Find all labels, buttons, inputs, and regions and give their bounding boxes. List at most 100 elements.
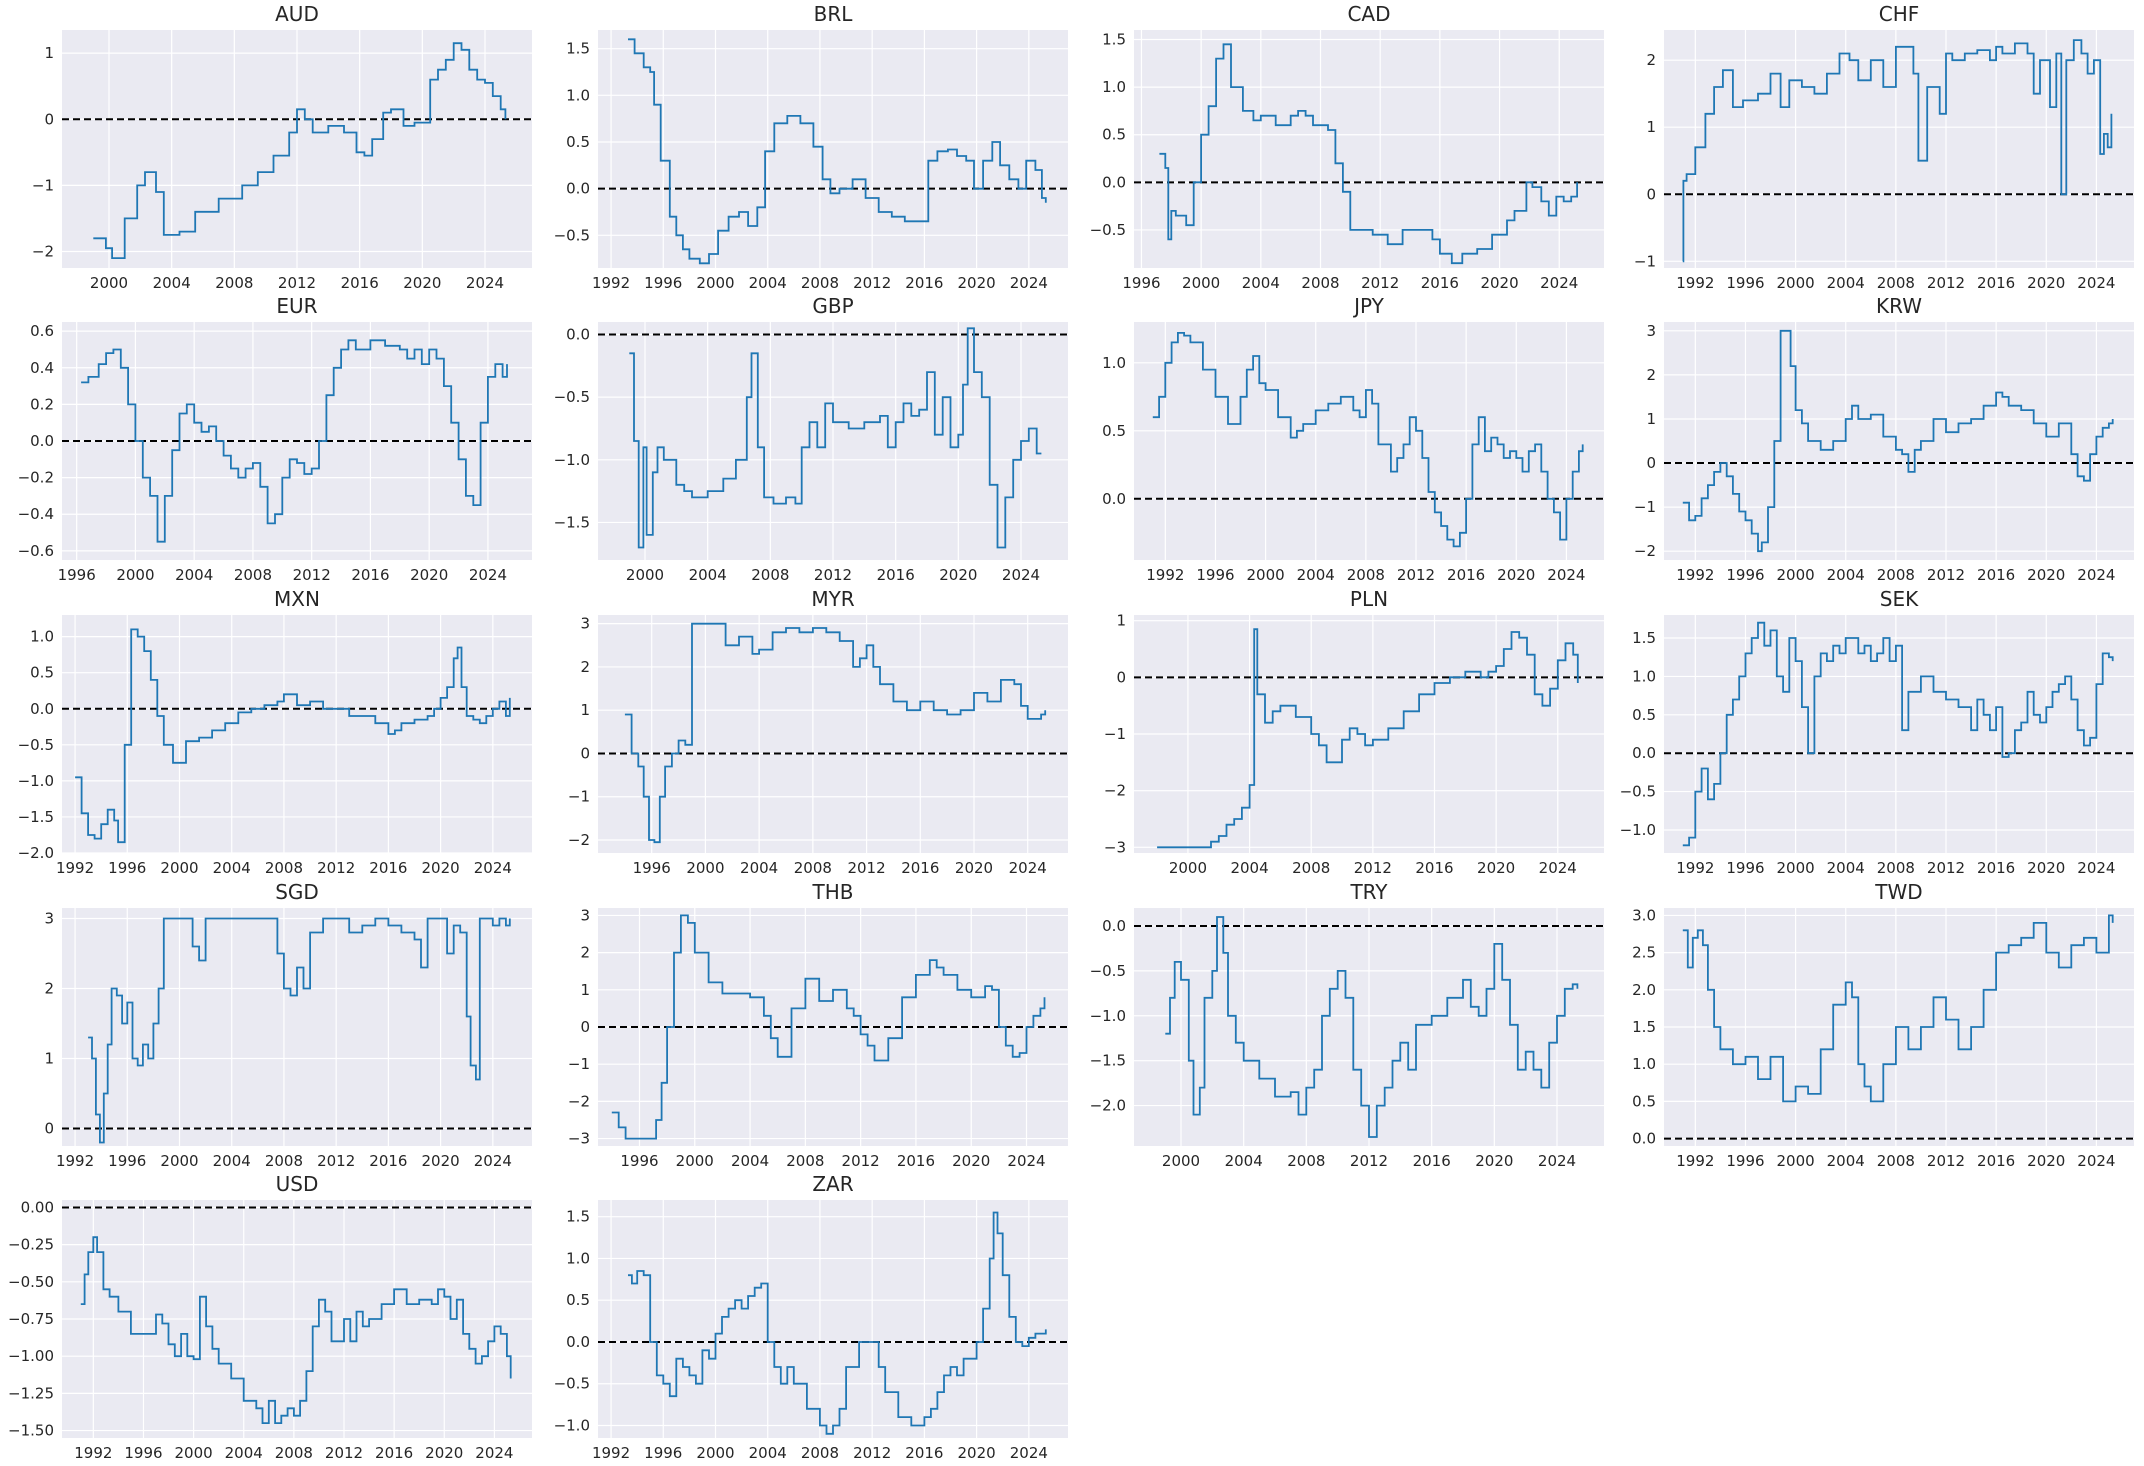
y-tick-label: 0.2 [30, 395, 54, 413]
x-tick-label: 2004 [153, 274, 191, 292]
y-tick-label: −1.5 [1090, 1052, 1126, 1070]
y-tick-label: −1.5 [554, 513, 590, 531]
y-tick-label: −0.5 [554, 388, 590, 406]
x-tick-label: 2012 [278, 274, 316, 292]
y-tick-label: 1 [44, 1050, 54, 1068]
y-tick-label: 1.0 [1632, 1055, 1656, 1073]
y-tick-label: 1 [44, 44, 54, 62]
y-tick-label: 0.5 [566, 133, 590, 151]
x-tick-label: 2008 [751, 566, 789, 584]
chart-cad: 1996 2000 2004 2008 2012 2016 2020 2024 −0.5 0.0 0… [1090, 2, 1604, 292]
x-tick-label: 2004 [740, 859, 778, 877]
x-tick-label: 2000 [696, 274, 734, 292]
x-tick-label: 2016 [1977, 566, 2015, 584]
series-line-gbp [629, 327, 1042, 549]
x-tick-label: 2000 [160, 1152, 198, 1170]
x-tick-label: 2000 [1777, 274, 1815, 292]
y-tick-label: −2 [1104, 782, 1126, 800]
y-tick-label: 0.00 [21, 1198, 54, 1216]
x-tick-label: 2000 [626, 566, 664, 584]
x-tick-label: 2000 [1162, 1152, 1200, 1170]
chart-title: BRL [814, 2, 854, 26]
x-tick-label: 2020 [2027, 859, 2065, 877]
x-tick-label: 2012 [1927, 859, 1965, 877]
x-tick-label: 2016 [375, 1444, 413, 1462]
y-tick-label: 0.5 [1102, 126, 1126, 144]
x-tick-label: 2004 [1827, 566, 1865, 584]
x-tick-label: 1992 [1676, 274, 1714, 292]
x-tick-label: 2016 [341, 274, 379, 292]
y-tick-label: −1.0 [1620, 821, 1656, 839]
series-line-try [1165, 916, 1579, 1138]
x-tick-label: 1992 [56, 1152, 94, 1170]
y-tick-label: −1.0 [554, 451, 590, 469]
x-tick-label: 1996 [108, 859, 146, 877]
x-tick-label: 2012 [317, 859, 355, 877]
y-tick-label: 1 [1646, 410, 1656, 428]
y-tick-label: 0.0 [1102, 917, 1126, 935]
chart-brl: 1992 1996 2000 2004 2008 2012 2016 2020 2024 −0.5… [554, 2, 1068, 292]
x-tick-label: 2004 [1827, 859, 1865, 877]
x-tick-label: 2020 [2027, 1152, 2065, 1170]
chart-gbp: 2000 2004 2008 2012 2016 2020 2024 −1.5 −1.0 −0.5… [554, 294, 1068, 584]
x-tick-label: 1992 [1676, 859, 1714, 877]
chart-title: EUR [276, 294, 317, 318]
y-tick-label: −0.5 [18, 736, 54, 754]
y-tick-label: 1.0 [566, 1249, 590, 1267]
x-tick-label: 1992 [74, 1444, 112, 1462]
x-tick-label: 2020 [1497, 566, 1535, 584]
y-tick-label: 0.5 [30, 664, 54, 682]
y-tick-label: −0.5 [1090, 221, 1126, 239]
y-tick-label: 0.0 [566, 326, 590, 344]
y-tick-label: 2.0 [1632, 981, 1656, 999]
y-tick-label: −0.5 [554, 1375, 590, 1393]
chart-title: ZAR [812, 1172, 853, 1196]
x-tick-label: 2020 [958, 1444, 996, 1462]
x-tick-label: 2004 [1225, 1152, 1263, 1170]
x-tick-label: 2008 [265, 859, 303, 877]
y-tick-label: −0.5 [1090, 962, 1126, 980]
x-tick-label: 2016 [351, 566, 389, 584]
y-tick-label: 1.0 [566, 86, 590, 104]
y-tick-label: 0 [580, 744, 590, 762]
chart-sek: 1992 1996 2000 2004 2008 2012 2016 2020 2024 −1.0… [1620, 587, 2134, 877]
x-tick-label: 2024 [1539, 859, 1577, 877]
chart-title: CHF [1879, 2, 1920, 26]
plot-area [1664, 322, 2134, 560]
y-tick-label: −3 [568, 1130, 590, 1148]
x-tick-label: 2020 [422, 859, 460, 877]
x-tick-label: 2024 [1002, 566, 1040, 584]
y-tick-label: 0.0 [1632, 1130, 1656, 1148]
chart-title: SEK [1880, 587, 1919, 611]
x-tick-label: 2012 [1397, 566, 1435, 584]
y-tick-label: 3 [1646, 322, 1656, 340]
series-line-twd [1682, 914, 2114, 1103]
y-tick-label: 0.0 [566, 180, 590, 198]
x-tick-label: 2008 [1877, 1152, 1915, 1170]
x-tick-label: 2024 [474, 859, 512, 877]
x-tick-label: 2000 [1247, 566, 1285, 584]
y-tick-label: 1.5 [1632, 629, 1656, 647]
chart-aud: 2000 2004 2008 2012 2016 2020 2024 −2 −1 0 1 AUD [32, 2, 532, 292]
x-tick-label: 2020 [1480, 274, 1518, 292]
x-tick-label: 2012 [853, 274, 891, 292]
chart-usd: 1992 1996 2000 2004 2008 2012 2016 2020 2024 −1.5… [8, 1172, 532, 1462]
x-tick-label: 2020 [425, 1444, 463, 1462]
x-tick-label: 2016 [901, 859, 939, 877]
x-tick-label: 2016 [1977, 274, 2015, 292]
y-tick-label: 0 [1116, 668, 1126, 686]
x-tick-label: 2024 [2077, 1152, 2115, 1170]
x-tick-label: 2000 [696, 1444, 734, 1462]
chart-myr: 1996 2000 2004 2008 2012 2016 2020 2024 −2 −1 0 1 2 3… [568, 587, 1068, 877]
y-tick-label: −2 [32, 242, 54, 260]
x-tick-label: 2020 [403, 274, 441, 292]
x-tick-label: 2012 [1354, 859, 1392, 877]
x-tick-label: 2020 [1477, 859, 1515, 877]
x-tick-label: 1996 [633, 859, 671, 877]
chart-krw: 1992 1996 2000 2004 2008 2012 2016 2020 2024 −2 −1… [1634, 294, 2134, 584]
y-tick-label: −0.6 [18, 542, 54, 560]
x-tick-label: 1992 [592, 1444, 630, 1462]
x-tick-label: 2004 [1827, 1152, 1865, 1170]
x-tick-label: 2020 [410, 566, 448, 584]
chart-try: 2000 2004 2008 2012 2016 2020 2024 −2.0 −1.5 −1.0… [1090, 880, 1604, 1170]
